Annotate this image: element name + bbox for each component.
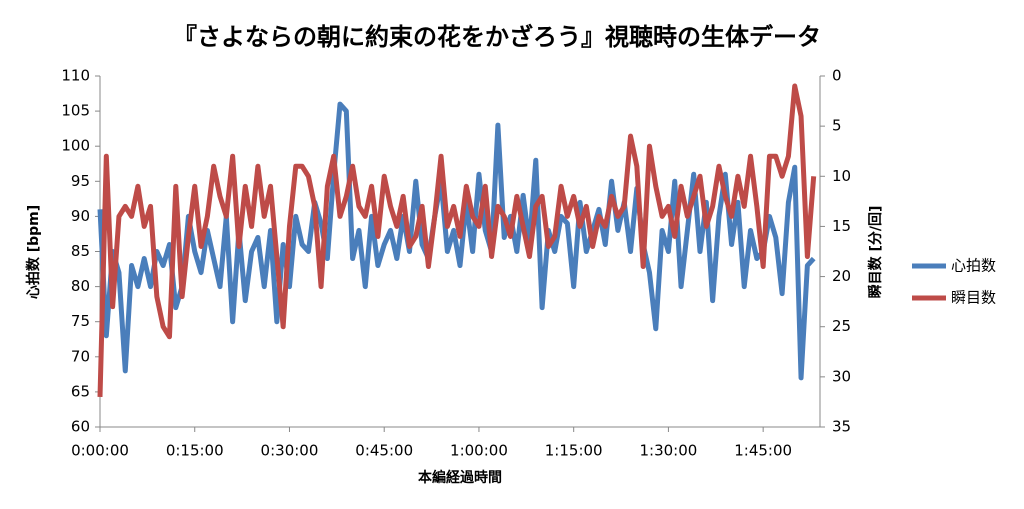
x-tick-label: 1:00:00 (450, 442, 508, 460)
legend-label: 心拍数 (951, 257, 996, 275)
x-tick-label: 0:45:00 (355, 442, 413, 460)
y2-tick-label: 5 (832, 117, 842, 135)
x-tick-label: 1:30:00 (640, 442, 698, 460)
y2-tick-label: 30 (832, 367, 851, 385)
x-tick-label: 1:15:00 (545, 442, 603, 460)
y2-tick-label: 15 (832, 217, 851, 235)
chart-title: 『さよならの朝に約束の花をかざろう』視聴時の生体データ (173, 23, 821, 51)
y-tick-label: 60 (71, 418, 90, 436)
y-tick-label: 105 (61, 102, 90, 120)
y2-tick-label: 25 (832, 317, 851, 335)
y-tick-label: 95 (71, 172, 90, 190)
y2-tick-label: 10 (832, 167, 851, 185)
y-tick-label: 75 (71, 312, 90, 330)
x-tick-label: 0:30:00 (261, 442, 319, 460)
legend-label: 瞬目数 (951, 289, 996, 307)
y-tick-label: 65 (71, 382, 90, 400)
series-line (97, 101, 816, 381)
y-tick-label: 85 (71, 242, 90, 260)
x-tick-label: 1:45:00 (734, 442, 792, 460)
y-tick-label: 80 (71, 277, 90, 295)
series-line (97, 83, 817, 397)
y2-tick-label: 35 (832, 418, 851, 436)
x-tick-label: 0:15:00 (166, 442, 224, 460)
y-tick-label: 90 (71, 207, 90, 225)
y-tick-label: 70 (71, 347, 90, 365)
y2-tick-label: 20 (832, 267, 851, 285)
y-tick-label: 110 (61, 67, 90, 85)
y-axis-label: 心拍数 [bpm] (25, 205, 42, 299)
y-tick-label: 100 (61, 137, 90, 155)
y2-tick-label: 0 (832, 67, 842, 85)
x-axis-label: 本編経過時間 (418, 469, 502, 486)
y2-axis-label: 瞬目数 [分/回] (867, 206, 884, 299)
x-tick-label: 0:00:00 (71, 442, 129, 460)
